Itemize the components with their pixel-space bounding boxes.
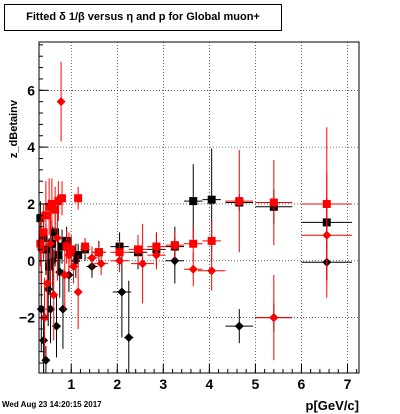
- x-tick-label: 7: [344, 376, 352, 392]
- data-point-square: [41, 211, 50, 220]
- x-tick-label: 1: [67, 376, 75, 392]
- plot-frame: [38, 41, 360, 374]
- x-tick-label: 6: [298, 376, 306, 392]
- chart-title: Fitted δ 1/β versus η and p for Global m…: [26, 11, 260, 23]
- data-point-square: [58, 242, 67, 251]
- data-point-diamond: [64, 250, 74, 260]
- data-point-square: [207, 195, 216, 204]
- data-point-diamond: [207, 266, 217, 276]
- x-tick-label: 2: [113, 376, 121, 392]
- y-tick-label: −2: [19, 310, 35, 326]
- data-point-diamond: [51, 321, 61, 331]
- data-point-square: [36, 214, 45, 223]
- data-point-diamond: [322, 230, 332, 240]
- data-point-diamond: [69, 261, 79, 271]
- data-point-diamond: [117, 287, 127, 297]
- data-point-diamond: [46, 239, 56, 249]
- x-axis-label: p[GeV/c]: [306, 398, 359, 413]
- data-point-diamond: [41, 355, 51, 365]
- data-point-square: [54, 251, 63, 260]
- data-point-square: [47, 199, 56, 208]
- data-point-diamond: [96, 259, 106, 269]
- x-tick-label: 4: [205, 376, 213, 392]
- data-point-square: [170, 241, 179, 250]
- data-point-diamond: [52, 233, 62, 243]
- data-point-diamond: [56, 97, 66, 107]
- data-point-diamond: [73, 287, 83, 297]
- y-axis-label: z_dBetainv: [8, 99, 20, 158]
- data-point-square: [74, 194, 83, 203]
- timestamp: Wed Aug 23 14:20:15 2017: [2, 400, 102, 409]
- axes: 1 2 3 4 5 6 7 −2 0 2 4 6: [19, 44, 358, 392]
- data-point-diamond: [170, 256, 180, 266]
- data-point-square: [94, 248, 103, 257]
- data-point-diamond: [138, 259, 148, 269]
- data-point-square: [235, 197, 244, 206]
- grid-lines: [39, 42, 359, 373]
- data-point-square: [269, 198, 278, 207]
- data-point-square: [189, 239, 198, 248]
- data-point-square: [39, 228, 48, 237]
- title-box: Fitted δ 1/β versus η and p for Global m…: [4, 4, 282, 31]
- data-point-square: [58, 194, 67, 203]
- data-point-square: [81, 242, 90, 251]
- data-point-diamond: [39, 335, 49, 345]
- data-point-diamond: [124, 332, 134, 342]
- data-point-square: [45, 262, 54, 271]
- data-point-square: [67, 245, 76, 254]
- data-point-diamond: [42, 279, 52, 289]
- data-point-diamond: [269, 313, 279, 323]
- series-2: [36, 127, 353, 281]
- data-point-square: [207, 236, 216, 245]
- y-tick-label: 6: [27, 82, 35, 98]
- data-point-diamond: [87, 253, 97, 263]
- data-point-square: [51, 205, 60, 214]
- data-point-diamond: [49, 290, 59, 300]
- data-point-diamond: [234, 321, 244, 331]
- data-point-diamond: [115, 256, 125, 266]
- data-point-diamond: [188, 264, 198, 274]
- y-tick-label: 2: [27, 196, 35, 212]
- data-point-diamond: [60, 270, 70, 280]
- data-point-square: [62, 242, 71, 251]
- data-point-square: [133, 245, 142, 254]
- y-tick-label: 0: [27, 253, 35, 269]
- y-tick-label: 4: [27, 139, 35, 155]
- data-point-diamond: [46, 304, 56, 314]
- data-point-square: [189, 197, 198, 206]
- x-tick-label: 3: [159, 376, 167, 392]
- data-point-square: [36, 239, 45, 248]
- x-tick-label: 5: [252, 376, 260, 392]
- data-point-diamond: [151, 250, 161, 260]
